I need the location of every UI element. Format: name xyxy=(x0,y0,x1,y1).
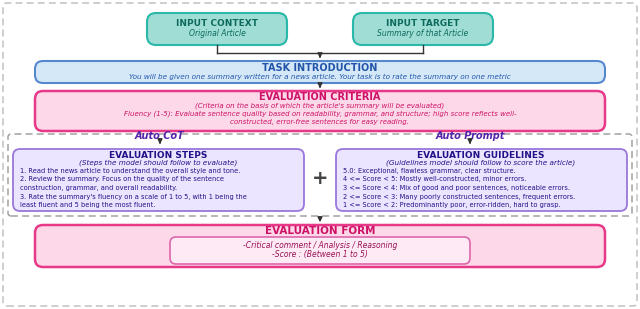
FancyBboxPatch shape xyxy=(35,225,605,267)
Text: EVALUATION STEPS: EVALUATION STEPS xyxy=(109,150,207,159)
Text: 1 <= Score < 2: Predominantly poor, error-ridden, hard to grasp.: 1 <= Score < 2: Predominantly poor, erro… xyxy=(343,202,561,208)
Text: INPUT CONTEXT: INPUT CONTEXT xyxy=(176,19,258,28)
Text: 3. Rate the summary's fluency on a scale of 1 to 5, with 1 being the: 3. Rate the summary's fluency on a scale… xyxy=(20,193,247,200)
FancyBboxPatch shape xyxy=(170,237,470,264)
Text: -Critical comment / Analysis / Reasoning: -Critical comment / Analysis / Reasoning xyxy=(243,240,397,249)
Text: 4 <= Score < 5: Mostly well-constructed, minor errors.: 4 <= Score < 5: Mostly well-constructed,… xyxy=(343,176,526,183)
Text: Auto Prompt: Auto Prompt xyxy=(435,131,505,141)
Text: constructed, error-free sentences for easy reading.: constructed, error-free sentences for ea… xyxy=(230,119,410,125)
Text: 5.0: Exceptional, flawless grammar, clear structure.: 5.0: Exceptional, flawless grammar, clea… xyxy=(343,168,516,174)
FancyBboxPatch shape xyxy=(353,13,493,45)
Text: Original Article: Original Article xyxy=(189,29,245,39)
FancyBboxPatch shape xyxy=(336,149,627,211)
Text: TASK INTRODUCTION: TASK INTRODUCTION xyxy=(262,63,378,73)
Text: (Guidelines model should follow to score the article): (Guidelines model should follow to score… xyxy=(387,160,575,166)
Text: 3 <= Score < 4: Mix of good and poor sentences, noticeable errors.: 3 <= Score < 4: Mix of good and poor sen… xyxy=(343,185,570,191)
Text: 2 <= Score < 3: Many poorly constructed sentences, frequent errors.: 2 <= Score < 3: Many poorly constructed … xyxy=(343,193,575,200)
Text: construction, grammar, and overall readability.: construction, grammar, and overall reada… xyxy=(20,185,177,191)
Text: least fluent and 5 being the most fluent.: least fluent and 5 being the most fluent… xyxy=(20,202,156,208)
Text: EVALUATION FORM: EVALUATION FORM xyxy=(265,226,375,236)
Text: EVALUATION GUIDELINES: EVALUATION GUIDELINES xyxy=(417,150,545,159)
Text: EVALUATION CRITERIA: EVALUATION CRITERIA xyxy=(259,92,381,102)
FancyBboxPatch shape xyxy=(13,149,304,211)
FancyBboxPatch shape xyxy=(35,91,605,131)
Text: INPUT TARGET: INPUT TARGET xyxy=(387,19,460,28)
Text: (Criteria on the basis of which the article's summary will be evaluated): (Criteria on the basis of which the arti… xyxy=(195,103,445,109)
Text: You will be given one summary written for a news article. Your task is to rate t: You will be given one summary written fo… xyxy=(129,74,511,80)
FancyBboxPatch shape xyxy=(35,61,605,83)
Text: Summary of that Article: Summary of that Article xyxy=(378,29,468,39)
FancyBboxPatch shape xyxy=(147,13,287,45)
Text: Fluency (1-5): Evaluate sentence quality based on readability, grammar, and stru: Fluency (1-5): Evaluate sentence quality… xyxy=(124,111,516,117)
Text: Auto CoT: Auto CoT xyxy=(135,131,185,141)
Text: +: + xyxy=(312,168,328,188)
Text: 2. Review the summary. Focus on the quality of the sentence: 2. Review the summary. Focus on the qual… xyxy=(20,176,224,183)
Text: 1. Read the news article to understand the overall style and tone.: 1. Read the news article to understand t… xyxy=(20,168,241,174)
Text: -Score : (Between 1 to 5): -Score : (Between 1 to 5) xyxy=(272,251,368,260)
Text: (Steps the model should follow to evaluate): (Steps the model should follow to evalua… xyxy=(79,160,237,166)
